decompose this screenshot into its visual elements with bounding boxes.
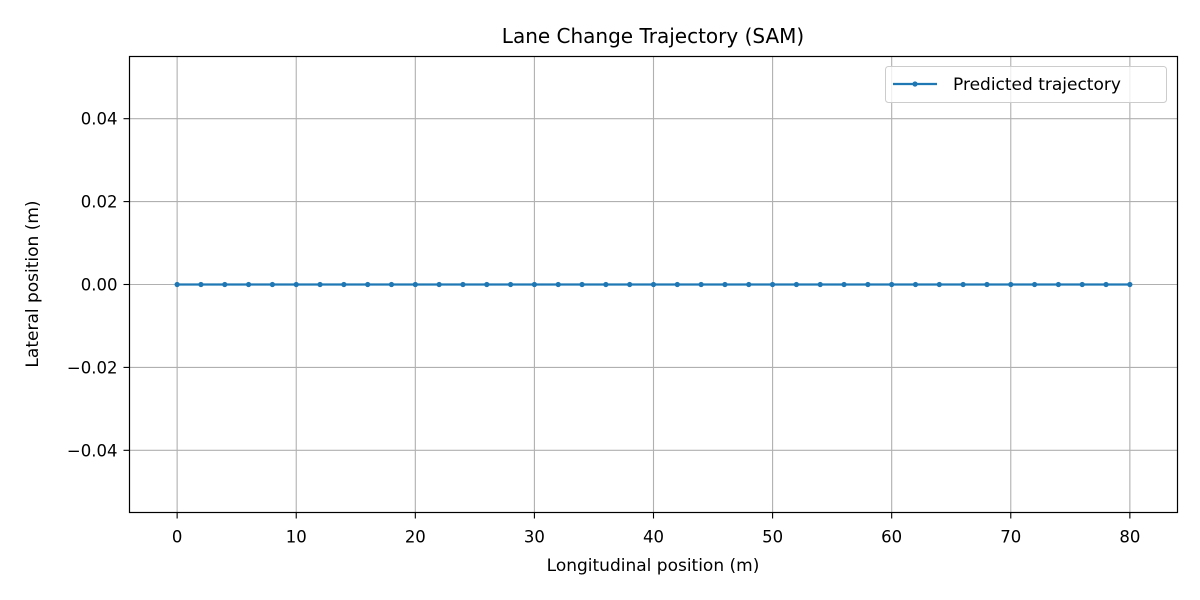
data-point xyxy=(174,281,180,288)
data-point xyxy=(793,281,800,288)
data-point xyxy=(412,281,418,288)
data-point xyxy=(341,281,347,288)
data-point xyxy=(674,281,680,288)
y-tick-label: −0.04 xyxy=(67,441,118,460)
data-point xyxy=(960,281,966,288)
data-point xyxy=(269,281,276,288)
data-point xyxy=(889,281,895,288)
chart-title: Lane Change Trajectory (SAM) xyxy=(502,24,804,48)
x-tick-label: 30 xyxy=(524,528,545,547)
data-point xyxy=(484,281,490,288)
x-axis-ticks: 0 10 20 30 40 50 60 70 80 xyxy=(172,512,1140,547)
data-point xyxy=(1103,281,1109,288)
data-point xyxy=(245,281,252,288)
data-point xyxy=(746,281,752,288)
data-point xyxy=(460,281,466,288)
data-point xyxy=(317,281,323,288)
data-point xyxy=(436,281,442,288)
legend-box xyxy=(885,66,1167,103)
x-tick-label: 70 xyxy=(1000,528,1021,547)
x-axis-label: Longitudinal position (m) xyxy=(547,556,760,576)
data-point xyxy=(388,281,395,288)
y-tick-label: 0.04 xyxy=(81,110,118,129)
data-point xyxy=(650,281,657,288)
y-axis-ticks: 0.04 0.02 0.00 −0.02 −0.04 xyxy=(67,110,130,460)
data-point xyxy=(1031,281,1038,288)
data-point xyxy=(1079,281,1085,288)
data-point xyxy=(507,281,514,288)
data-point xyxy=(936,281,942,288)
x-tick-label: 80 xyxy=(1119,528,1140,547)
data-point xyxy=(222,281,228,288)
data-point xyxy=(912,281,919,288)
data-point xyxy=(1055,281,1062,288)
series-layer xyxy=(174,281,1133,288)
data-point xyxy=(365,281,371,288)
x-tick-label: 60 xyxy=(881,528,902,547)
data-point xyxy=(841,281,847,288)
legend-label: Predicted trajectory xyxy=(953,75,1121,95)
y-tick-label: 0.00 xyxy=(81,276,118,295)
legend-dot-marker xyxy=(912,81,918,87)
legend: Predicted trajectory xyxy=(885,66,1167,103)
data-point xyxy=(198,281,204,288)
data-point xyxy=(769,281,776,288)
data-point xyxy=(555,281,561,288)
data-point xyxy=(603,281,609,288)
y-axis-label: Lateral position (m) xyxy=(23,200,43,367)
data-point xyxy=(865,281,871,288)
data-point xyxy=(1127,281,1133,288)
data-point xyxy=(698,281,704,288)
x-tick-label: 0 xyxy=(172,528,183,547)
x-tick-label: 50 xyxy=(762,528,783,547)
x-tick-label: 20 xyxy=(405,528,426,547)
data-point xyxy=(627,281,633,288)
data-point xyxy=(1008,281,1014,288)
data-point xyxy=(817,281,823,288)
data-point xyxy=(531,281,538,288)
data-point xyxy=(293,281,299,288)
data-point xyxy=(722,281,728,288)
data-point xyxy=(984,281,990,288)
y-tick-label: 0.02 xyxy=(81,193,118,212)
data-point xyxy=(579,281,585,288)
y-tick-label: −0.02 xyxy=(67,358,118,377)
x-tick-label: 40 xyxy=(643,528,664,547)
x-tick-label: 10 xyxy=(286,528,307,547)
